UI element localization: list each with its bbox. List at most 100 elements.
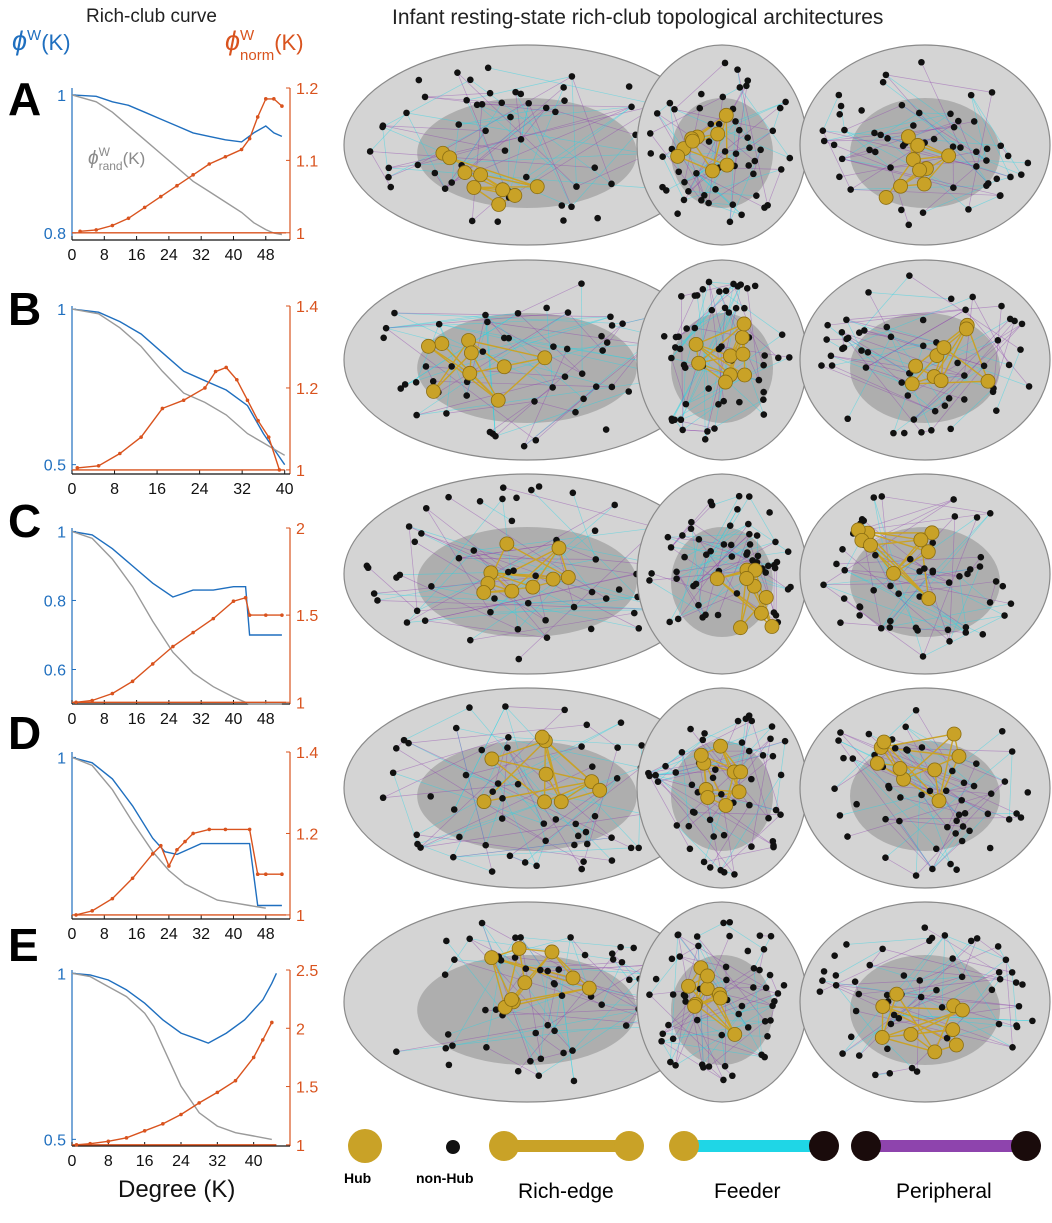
nonhub-node <box>898 207 905 214</box>
nonhub-node <box>727 219 734 226</box>
nonhub-node <box>712 766 719 773</box>
nonhub-node <box>751 965 758 972</box>
hub-node <box>701 969 715 983</box>
nonhub-node <box>947 861 954 868</box>
hub-node <box>537 795 551 809</box>
nonhub-node <box>542 837 549 844</box>
nonhub-node <box>449 1042 456 1049</box>
nonhub-node <box>760 362 767 369</box>
nonhub-node <box>888 1021 895 1028</box>
nonhub-node <box>734 506 741 513</box>
nonhub-node <box>626 83 633 90</box>
brain-view-2-2 <box>637 260 807 460</box>
nonhub-node <box>771 609 778 616</box>
nonhub-node <box>729 1072 736 1079</box>
nonhub-node <box>1008 600 1015 607</box>
nonhub-node <box>662 763 669 770</box>
nonhub-node <box>849 755 856 762</box>
nonhub-node <box>487 90 494 97</box>
nonhub-node <box>512 934 519 941</box>
nonhub-node <box>527 1058 534 1065</box>
nonhub-node <box>961 779 968 786</box>
nonhub-node <box>998 303 1005 310</box>
nonhub-node <box>698 91 705 98</box>
nonhub-node <box>694 1017 701 1024</box>
nonhub-node <box>521 443 528 450</box>
nonhub-node <box>836 174 843 181</box>
nonhub-node <box>723 977 730 984</box>
nonhub-node <box>949 955 956 962</box>
hub-node <box>879 190 893 204</box>
nonhub-node <box>573 183 580 190</box>
nonhub-node <box>770 842 777 849</box>
nonhub-node <box>918 429 925 436</box>
nonhub-node <box>691 809 698 816</box>
nonhub-node <box>995 943 1002 950</box>
nonhub-node <box>594 215 601 222</box>
nonhub-node <box>929 866 936 873</box>
nonhub-node <box>1016 1003 1023 1010</box>
brain-network-renderings <box>0 0 1052 1160</box>
nonhub-node <box>918 994 925 1001</box>
nonhub-node <box>743 83 750 90</box>
nonhub-node <box>695 602 702 609</box>
nonhub-node <box>839 329 846 336</box>
nonhub-node <box>878 625 885 632</box>
nonhub-node <box>706 138 713 145</box>
nonhub-node <box>933 846 940 853</box>
nonhub-node <box>592 813 599 820</box>
nonhub-node <box>947 110 954 117</box>
nonhub-node <box>647 150 654 157</box>
nonhub-node <box>432 170 439 177</box>
nonhub-node <box>668 544 675 551</box>
nonhub-node <box>928 427 935 434</box>
hub-node <box>710 572 724 586</box>
nonhub-node <box>962 810 969 817</box>
nonhub-node <box>678 293 685 300</box>
hub-node <box>538 351 552 365</box>
nonhub-node <box>551 981 558 988</box>
nonhub-node <box>761 411 768 418</box>
nonhub-node <box>837 729 844 736</box>
nonhub-node <box>856 1052 863 1059</box>
hub-node <box>893 761 907 775</box>
nonhub-node <box>455 121 462 128</box>
nonhub-node <box>702 612 709 619</box>
nonhub-node <box>1002 778 1009 785</box>
hub-node <box>949 1038 963 1052</box>
nonhub-node <box>536 483 543 490</box>
nonhub-node <box>745 1024 752 1031</box>
nonhub-node <box>739 1003 746 1010</box>
nonhub-node <box>532 573 539 580</box>
legend-rich-edge-label: Rich-edge <box>518 1180 614 1204</box>
nonhub-node <box>999 728 1006 735</box>
nonhub-node <box>993 175 1000 182</box>
nonhub-node <box>744 134 751 141</box>
nonhub-node <box>679 749 686 756</box>
nonhub-node <box>484 319 491 326</box>
nonhub-node <box>659 1030 666 1037</box>
nonhub-node <box>1017 346 1024 353</box>
nonhub-node <box>985 810 992 817</box>
nonhub-node <box>977 563 984 570</box>
nonhub-node <box>707 548 714 555</box>
nonhub-node <box>718 1032 725 1039</box>
nonhub-node <box>905 392 912 399</box>
nonhub-node <box>891 1012 898 1019</box>
nonhub-node <box>779 331 786 338</box>
nonhub-node <box>544 634 551 641</box>
nonhub-node <box>706 279 713 286</box>
nonhub-node <box>899 102 906 109</box>
nonhub-node <box>746 802 753 809</box>
nonhub-node <box>761 204 768 211</box>
nonhub-node <box>1029 1018 1036 1025</box>
nonhub-node <box>858 107 865 114</box>
nonhub-node <box>445 494 452 501</box>
nonhub-node <box>485 65 492 72</box>
nonhub-node <box>673 569 680 576</box>
nonhub-node <box>489 788 496 795</box>
nonhub-node <box>518 136 525 143</box>
nonhub-node <box>509 518 516 525</box>
nonhub-node <box>747 541 754 548</box>
nonhub-node <box>456 834 463 841</box>
